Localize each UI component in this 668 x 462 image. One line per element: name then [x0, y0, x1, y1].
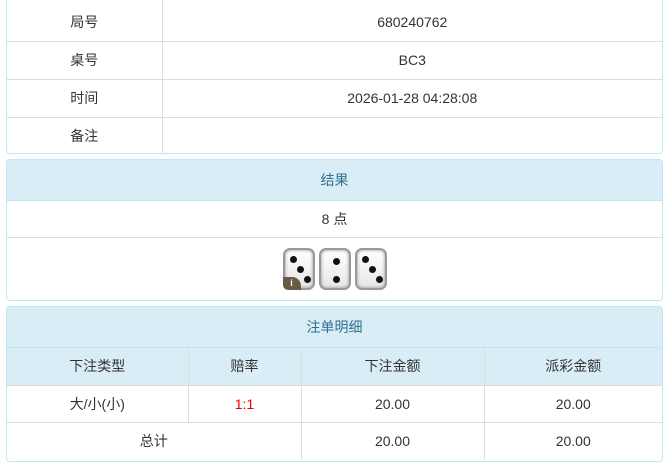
value-table: BC3: [161, 40, 662, 80]
die-2: [318, 248, 351, 290]
table-header-row: 下注类型 赔率 下注金额 派彩金额: [7, 348, 662, 386]
value-time: 2026-01-28 04:28:08: [161, 78, 662, 118]
value-round: 680240762: [161, 0, 662, 42]
label-round: 局号: [7, 0, 163, 42]
value-note: [161, 116, 662, 153]
result-title: 结果: [7, 160, 662, 201]
bet-payout: 20.00: [483, 384, 662, 423]
pip: [332, 276, 340, 283]
total-label: 总计: [7, 421, 302, 459]
total-row: 总计 20.00 20.00: [7, 421, 662, 459]
bet-odds: 1:1: [187, 384, 302, 423]
pip: [375, 276, 383, 283]
label-time: 时间: [7, 78, 163, 118]
info-table: 局号 680240762 桌号 BC3 时间 2026-01-28 04:28:08 …: [7, 0, 662, 153]
result-points: 8 点: [7, 201, 662, 238]
info-icon[interactable]: i: [282, 277, 301, 290]
pip: [289, 256, 297, 263]
table-row: 时间 2026-01-28 04:28:08: [7, 78, 662, 118]
bet-type: 大/小(小): [7, 384, 189, 423]
col-type: 下注类型: [7, 348, 189, 386]
col-amount: 下注金额: [300, 348, 485, 386]
total-amount: 20.00: [300, 421, 485, 459]
table-row: 大/小(小) 1:1 20.00 20.00: [7, 384, 662, 423]
dice-row: i: [7, 238, 662, 300]
result-panel: 结果 8 点 i: [6, 159, 663, 301]
pip: [368, 266, 376, 273]
bets-title: 注单明细: [7, 307, 662, 348]
bets-panel: 注单明细 下注类型 赔率 下注金额 派彩金额 大/小(小) 1:1 20.00 …: [6, 306, 663, 462]
die-3: i: [282, 248, 315, 290]
die-3: [354, 248, 387, 290]
pip: [296, 266, 304, 273]
pip: [361, 256, 369, 263]
table-row: 桌号 BC3: [7, 40, 662, 80]
bet-amount: 20.00: [300, 384, 485, 423]
label-note: 备注: [7, 116, 163, 153]
label-table: 桌号: [7, 40, 163, 80]
bets-table: 下注类型 赔率 下注金额 派彩金额 大/小(小) 1:1 20.00 20.00…: [7, 348, 662, 459]
table-row: 局号 680240762: [7, 0, 662, 42]
col-odds: 赔率: [187, 348, 302, 386]
info-panel: 局号 680240762 桌号 BC3 时间 2026-01-28 04:28:08 …: [6, 0, 663, 154]
col-payout: 派彩金额: [483, 348, 662, 386]
table-row: 备注: [7, 116, 662, 153]
total-payout: 20.00: [483, 421, 662, 459]
pip: [332, 258, 340, 265]
pip: [303, 276, 311, 283]
